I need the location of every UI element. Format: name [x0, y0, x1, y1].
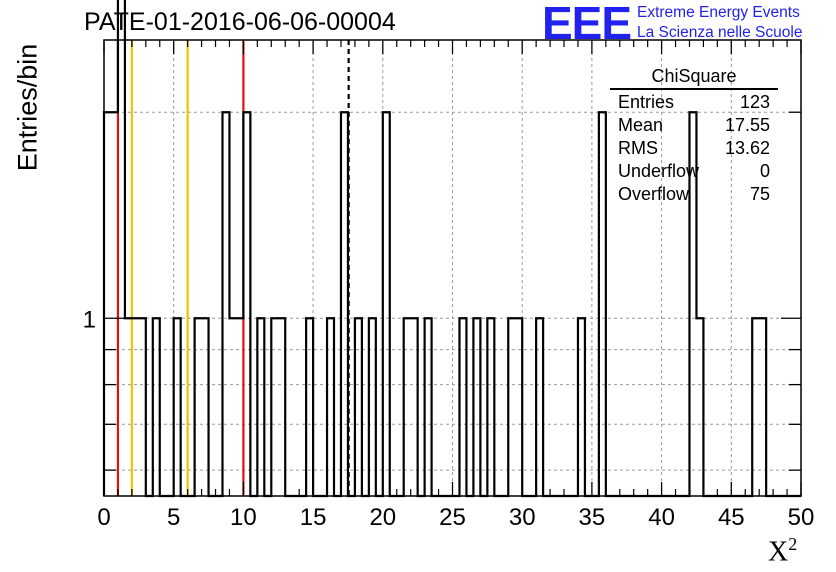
x-tick-label: 35	[579, 504, 606, 531]
eee-logo-text: Extreme Energy Events La Scienza nelle S…	[637, 3, 802, 43]
stats-row-overflow: Overflow 75	[610, 183, 778, 206]
logo-line-2: La Scienza nelle Scuole	[637, 24, 803, 41]
x-tick-label: 30	[509, 504, 536, 531]
stats-label: RMS	[618, 138, 658, 158]
stats-row-rms: RMS 13.62	[610, 137, 778, 160]
x-axis-label-base: X	[768, 536, 789, 568]
tick-labels: 0 5 10 15 20 25 30 35 40 45 50 1	[83, 306, 815, 531]
plot-frame	[103, 39, 802, 497]
x-tick-label: 40	[648, 504, 675, 531]
stats-value: 75	[749, 184, 770, 204]
chart-title: PATE-01-2016-06-06-00004	[84, 8, 396, 36]
eee-logo: EEE	[542, 0, 632, 49]
stats-box: ChiSquare Entries 123 Mean 17.55 RMS 13.62 …	[610, 66, 778, 206]
x-tick-label: 0	[97, 504, 110, 531]
x-tick-label: 25	[439, 504, 466, 531]
stats-label: Underflow	[618, 161, 700, 181]
stats-label: Overflow	[618, 184, 690, 204]
x-axis-label-superscript: 2	[788, 534, 798, 554]
y-tick-label: 1	[83, 306, 96, 333]
logo-line-1: Extreme Energy Events	[637, 4, 800, 21]
x-tick-label: 50	[788, 504, 815, 531]
stats-title: ChiSquare	[610, 66, 778, 90]
x-tick-label: 5	[167, 504, 180, 531]
x-tick-label: 45	[718, 504, 745, 531]
y-axis-label: Entries/bin	[12, 43, 43, 172]
stats-row-entries: Entries 123	[610, 91, 778, 114]
stats-label: Mean	[618, 115, 664, 135]
x-axis-label: X2	[768, 534, 797, 568]
x-tick-label: 10	[230, 504, 257, 531]
stats-row-mean: Mean 17.55	[610, 114, 778, 137]
stats-label: Entries	[618, 92, 675, 112]
stats-row-underflow: Underflow 0	[610, 160, 778, 183]
x-tick-label: 15	[300, 504, 327, 531]
x-tick-label: 20	[369, 504, 396, 531]
stats-value: 123	[739, 92, 770, 112]
stats-value: 17.55	[724, 115, 770, 135]
stats-value: 13.62	[724, 138, 770, 158]
stats-value: 0	[759, 161, 770, 181]
histogram-bin	[229, 318, 236, 496]
